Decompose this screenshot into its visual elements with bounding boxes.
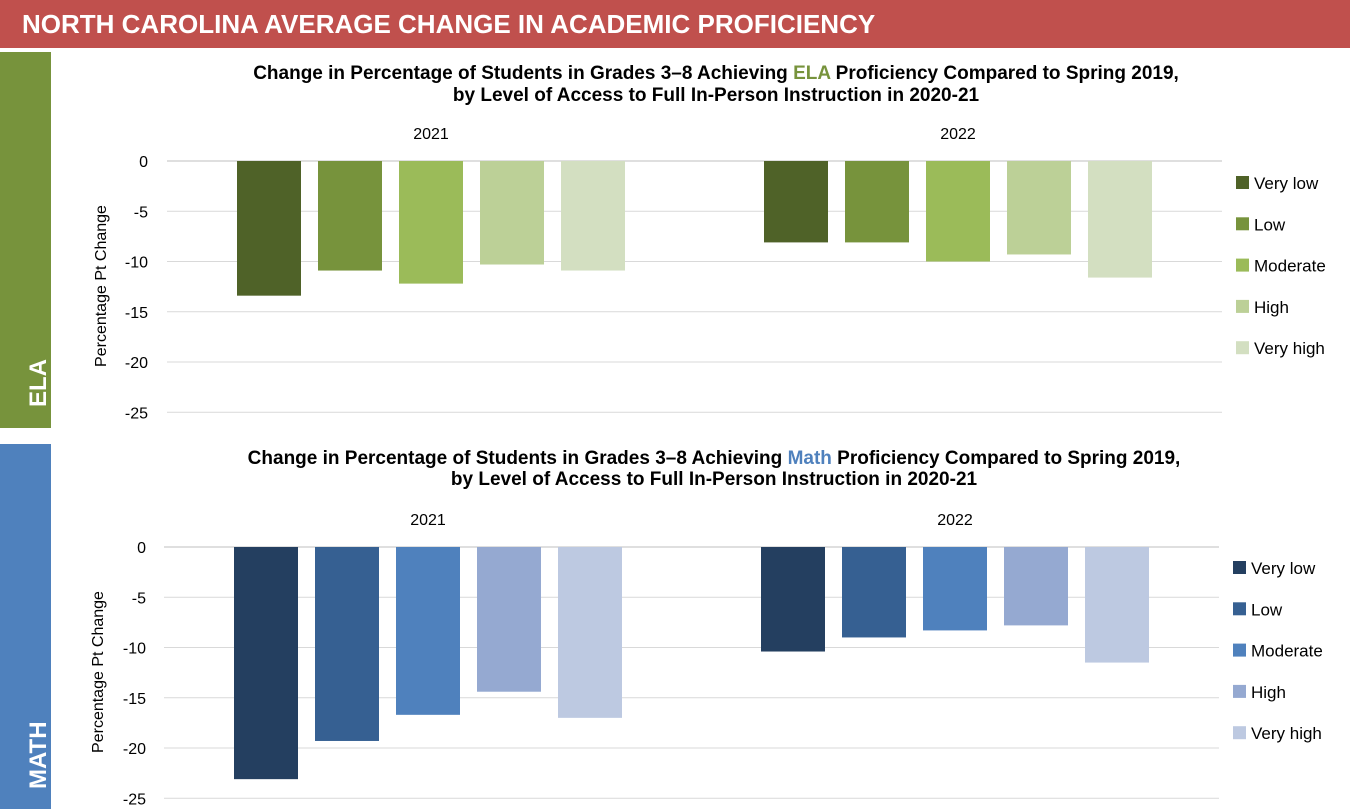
legend-swatch: [1233, 561, 1246, 574]
bar: [842, 547, 906, 638]
chart-subtitle: by Level of Access to Full In-Person Ins…: [451, 469, 978, 490]
y-tick-label: -25: [125, 405, 148, 422]
category-label: 2021: [413, 126, 449, 143]
category-label: 2022: [940, 126, 976, 143]
bar: [1085, 547, 1149, 663]
bar: [318, 161, 382, 271]
bar: [396, 547, 460, 715]
legend-swatch: [1236, 217, 1249, 231]
legend-label: High: [1254, 298, 1289, 317]
y-tick-label: -15: [125, 305, 148, 322]
legend-swatch: [1236, 258, 1249, 272]
y-tick-label: 0: [137, 540, 146, 557]
legend-swatch: [1236, 341, 1249, 355]
y-tick-label: -20: [125, 355, 148, 372]
chart-title-part: Change in Percentage of Students in Grad…: [248, 448, 788, 469]
y-tick-label: -5: [134, 204, 148, 221]
chart-title-subject: ELA: [793, 63, 831, 84]
y-axis-label: Percentage Pt Change: [93, 205, 110, 367]
bar: [1004, 547, 1068, 626]
legend-swatch: [1233, 602, 1246, 616]
bar: [315, 547, 379, 741]
chart-title-part: Proficiency Compared to Spring 2019,: [832, 448, 1180, 469]
bar: [1007, 161, 1071, 255]
bar: [561, 161, 625, 271]
bar: [761, 547, 825, 652]
y-tick-label: -10: [125, 255, 148, 272]
y-tick-label: -20: [123, 741, 146, 758]
bar: [234, 547, 298, 780]
y-tick-label: -15: [123, 691, 146, 708]
chart-title-part: Proficiency Compared to Spring 2019,: [830, 63, 1178, 84]
ela-section-bar: ELA: [0, 52, 52, 428]
y-tick-label: -10: [123, 641, 146, 658]
legend-label: Low: [1251, 600, 1283, 619]
legend-label: Very low: [1254, 174, 1319, 193]
bar: [764, 161, 828, 243]
math-section-bar: MATH: [0, 444, 52, 809]
legend-swatch: [1233, 726, 1246, 740]
bar: [399, 161, 463, 284]
chart-subtitle: by Level of Access to Full In-Person Ins…: [453, 85, 980, 106]
bar: [845, 161, 909, 243]
bar: [926, 161, 990, 262]
page-title: NORTH CAROLINA AVERAGE CHANGE IN ACADEMI…: [22, 9, 876, 39]
legend-label: High: [1251, 683, 1286, 702]
math-chart: Change in Percentage of Students in Grad…: [90, 448, 1323, 808]
bar: [923, 547, 987, 631]
bar: [480, 161, 544, 265]
chart-title-subject: Math: [788, 448, 832, 469]
y-tick-label: -5: [132, 590, 146, 607]
chart-title-part: Change in Percentage of Students in Grad…: [253, 63, 793, 84]
legend-label: Low: [1254, 215, 1286, 234]
legend-swatch: [1233, 643, 1246, 657]
y-axis-label: Percentage Pt Change: [90, 591, 107, 753]
legend-label: Very high: [1254, 339, 1325, 358]
chart-title: Change in Percentage of Students in Grad…: [253, 63, 1179, 84]
legend-swatch: [1236, 299, 1249, 313]
bar: [1088, 161, 1152, 278]
chart-title: Change in Percentage of Students in Grad…: [248, 448, 1181, 469]
legend-label: Very low: [1251, 559, 1316, 578]
legend-swatch: [1233, 684, 1246, 698]
header-banner: NORTH CAROLINA AVERAGE CHANGE IN ACADEMI…: [0, 0, 1350, 48]
bar: [558, 547, 622, 718]
category-label: 2021: [410, 512, 446, 529]
legend-label: Very high: [1251, 724, 1322, 743]
legend-label: Moderate: [1251, 642, 1323, 661]
legend-label: Moderate: [1254, 257, 1326, 276]
bar: [477, 547, 541, 692]
ela-chart: Change in Percentage of Students in Grad…: [93, 63, 1326, 422]
y-tick-label: 0: [139, 154, 148, 171]
category-label: 2022: [937, 512, 973, 529]
legend-swatch: [1236, 176, 1249, 189]
y-tick-label: -25: [123, 791, 146, 808]
bar: [237, 161, 301, 296]
